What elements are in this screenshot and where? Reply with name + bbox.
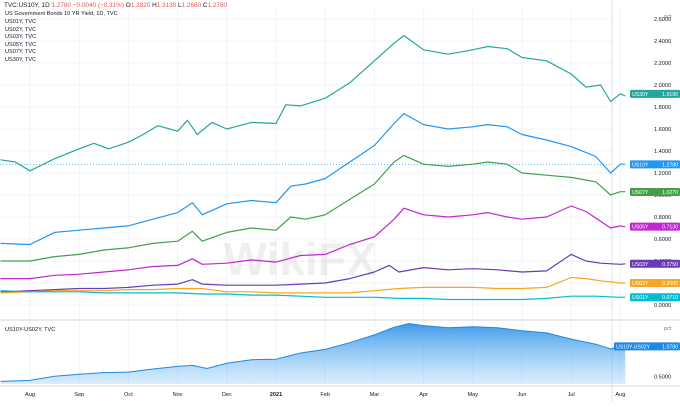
series-line-us05y[interactable] [0, 205, 626, 280]
price-tag-us05y [630, 222, 680, 231]
price-tag-value-us30y: 1.9190 [662, 92, 678, 98]
y-tick-label: 0.6000 [654, 237, 671, 243]
x-tick-label: Oct [124, 392, 133, 398]
price-change: −0.0040 (−0.31%) [72, 2, 124, 9]
y-unit-label: pct [664, 14, 672, 20]
y-tick-label: 2.6000 [654, 17, 671, 23]
x-tick-label: Dec [222, 392, 232, 398]
price-tag-value-us05y: 0.7130 [662, 225, 678, 231]
y-tick-label: 1.4000 [654, 149, 671, 155]
legend-entry[interactable]: US07Y, TVC [5, 49, 37, 56]
ohlc-key-h: H [150, 2, 157, 9]
x-tick-label: Aug [25, 392, 35, 398]
legend-entry[interactable]: US03Y, TVC [5, 34, 37, 41]
y-tick-label: 0.8000 [654, 215, 671, 221]
ohlc-value-c: 1.2780 [207, 2, 228, 9]
watermark-logo: WikiFX [224, 233, 377, 285]
x-tick-label: Feb [320, 392, 330, 398]
y-tick-label: 1.2000 [654, 171, 671, 177]
price-tag-us02y [630, 279, 680, 287]
price-value: 1.2780 [51, 2, 72, 9]
ohlc-key-l: L [176, 2, 182, 9]
spread-title: US10Y-US02Y, TVC [5, 327, 56, 333]
y-tick-label: 2.4000 [654, 39, 671, 45]
series-line-us07y[interactable] [0, 154, 626, 262]
price-tag-us10y [630, 160, 680, 169]
series-line-us01y[interactable] [0, 290, 626, 301]
chart-title: US Government Bonds 10 YR Yield, 1D, TVC [5, 11, 118, 17]
price-tag-us03y [630, 259, 680, 268]
x-tick-label: Jun [517, 392, 526, 398]
legend-entry[interactable]: US02Y, TVC [5, 26, 37, 33]
ohlc-value-l: 1.2680 [181, 2, 202, 9]
ohlc-key-o: O [125, 2, 131, 9]
price-tag-value-us07y: 1.0270 [662, 190, 678, 196]
x-tick-label: Apr [419, 392, 428, 398]
price-tag-us30y [630, 89, 680, 98]
x-tick-label: Nov [173, 392, 183, 398]
series-line-us30y[interactable] [0, 34, 626, 172]
legend-entry[interactable]: US30Y, TVC [5, 57, 37, 63]
spread-area-line[interactable] [0, 323, 626, 382]
price-tag-name-us01y: US01Y [632, 295, 649, 301]
ohlc-value-o: 1.2820 [130, 2, 151, 9]
price-tag-name-us02y: US02Y [632, 281, 649, 287]
ohlc-key-c: C [201, 2, 208, 9]
y-tick-label: 0.0000 [654, 303, 671, 309]
series-line-us10y[interactable] [0, 113, 626, 246]
spread-price-tag-value: 1.0780 [662, 344, 678, 350]
spread-y-tick-label: 0.5000 [654, 374, 671, 380]
spread-price-tag-name: US10Y-US02Y [616, 344, 651, 350]
series-line-us02y[interactable] [0, 276, 626, 294]
series-line-us03y[interactable] [0, 253, 626, 293]
price-tag-name-us30y: US30Y [632, 92, 649, 98]
y-tick-label: 2.0000 [654, 83, 671, 89]
x-tick-label: Mar [370, 392, 380, 398]
legend-entry[interactable]: US01Y, TVC [5, 19, 37, 25]
x-tick-label: Aug [615, 392, 625, 398]
price-tag-value-us01y: 0.0710 [662, 295, 678, 301]
symbol-label[interactable]: TVC:US10Y, 1D [4, 2, 50, 9]
price-tag-name-us07y: US07Y [632, 190, 649, 196]
price-tag-us01y [630, 293, 680, 302]
y-tick-label: 1.8000 [654, 105, 671, 111]
x-tick-label: Jul [568, 392, 575, 398]
x-tick-label: 2021 [270, 392, 282, 398]
price-tag-value-us10y: 1.2780 [662, 162, 678, 168]
ohlc-values: O1.2820 H1.3130 L1.2680 C1.2780 [126, 2, 227, 9]
ohlc-value-h: 1.3130 [156, 2, 177, 9]
x-tick-label: May [468, 392, 479, 398]
symbol-header: TVC:US10Y, 1D 1.2780 −0.0040 (−0.31%) O1… [4, 2, 227, 10]
price-tag-name-us05y: US05Y [632, 225, 649, 231]
x-tick-label: Sep [74, 392, 84, 398]
legend-entry[interactable]: US05Y, TVC [5, 41, 37, 48]
price-tag-value-us02y: 0.2000 [662, 281, 678, 287]
y-tick-label: 1.6000 [654, 127, 671, 133]
price-tag-name-us03y: US03Y [632, 262, 649, 268]
price-tag-us07y [630, 188, 680, 197]
spread-y-unit-label: pct [664, 326, 672, 332]
price-tag-name-us10y: US10Y [632, 162, 649, 168]
spread-price-tag [614, 342, 680, 351]
spread-area-fill [0, 323, 626, 384]
y-tick-label: 2.2000 [654, 61, 671, 67]
price-tag-value-us03y: 0.3750 [662, 262, 678, 268]
